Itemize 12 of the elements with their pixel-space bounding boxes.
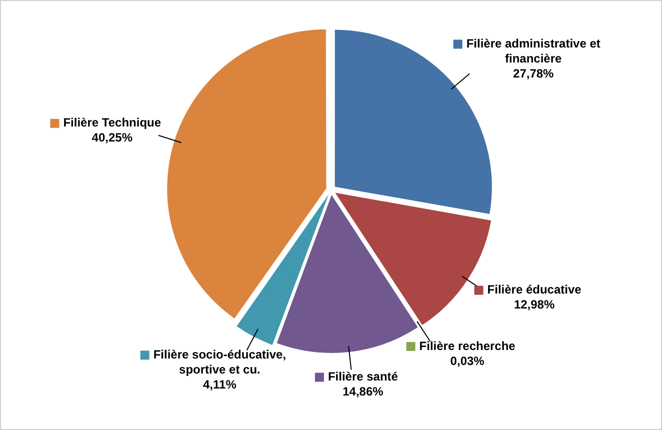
data-label: 4,11%	[203, 377, 237, 392]
legend-label: Filière socio-éducative, sportive et cu.	[153, 347, 286, 376]
data-label: 40,25%	[92, 130, 133, 145]
legend-label: Filière Technique	[63, 116, 162, 130]
legend-label: Filière administrative et financière	[466, 36, 600, 66]
legend-label: Filière santé	[328, 370, 398, 384]
data-label: 0,03%	[450, 354, 485, 368]
data-label: 12,98%	[514, 298, 555, 312]
legend-label: Filière éducative	[487, 282, 582, 297]
data-label: 27,78%	[513, 66, 554, 81]
data-label: 14,86%	[342, 384, 384, 399]
legend-label: Filière recherche	[419, 338, 516, 353]
